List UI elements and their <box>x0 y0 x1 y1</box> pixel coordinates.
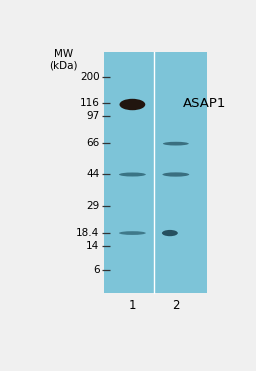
Text: 116: 116 <box>80 98 99 108</box>
Text: 29: 29 <box>86 201 99 211</box>
Bar <box>104 52 207 293</box>
Text: 2: 2 <box>172 299 180 312</box>
Text: 200: 200 <box>80 72 99 82</box>
Ellipse shape <box>163 142 189 145</box>
Text: 66: 66 <box>86 138 99 148</box>
Ellipse shape <box>119 231 146 235</box>
Text: 97: 97 <box>86 111 99 121</box>
Ellipse shape <box>162 230 178 236</box>
Text: MW
(kDa): MW (kDa) <box>49 49 78 70</box>
Text: 18.4: 18.4 <box>76 228 99 238</box>
Text: 44: 44 <box>86 170 99 180</box>
Text: 6: 6 <box>93 265 99 275</box>
Ellipse shape <box>163 173 189 177</box>
Ellipse shape <box>119 173 146 177</box>
Text: 1: 1 <box>129 299 136 312</box>
Text: 14: 14 <box>86 241 99 251</box>
Ellipse shape <box>120 99 145 110</box>
Text: ASAP1: ASAP1 <box>183 96 226 109</box>
